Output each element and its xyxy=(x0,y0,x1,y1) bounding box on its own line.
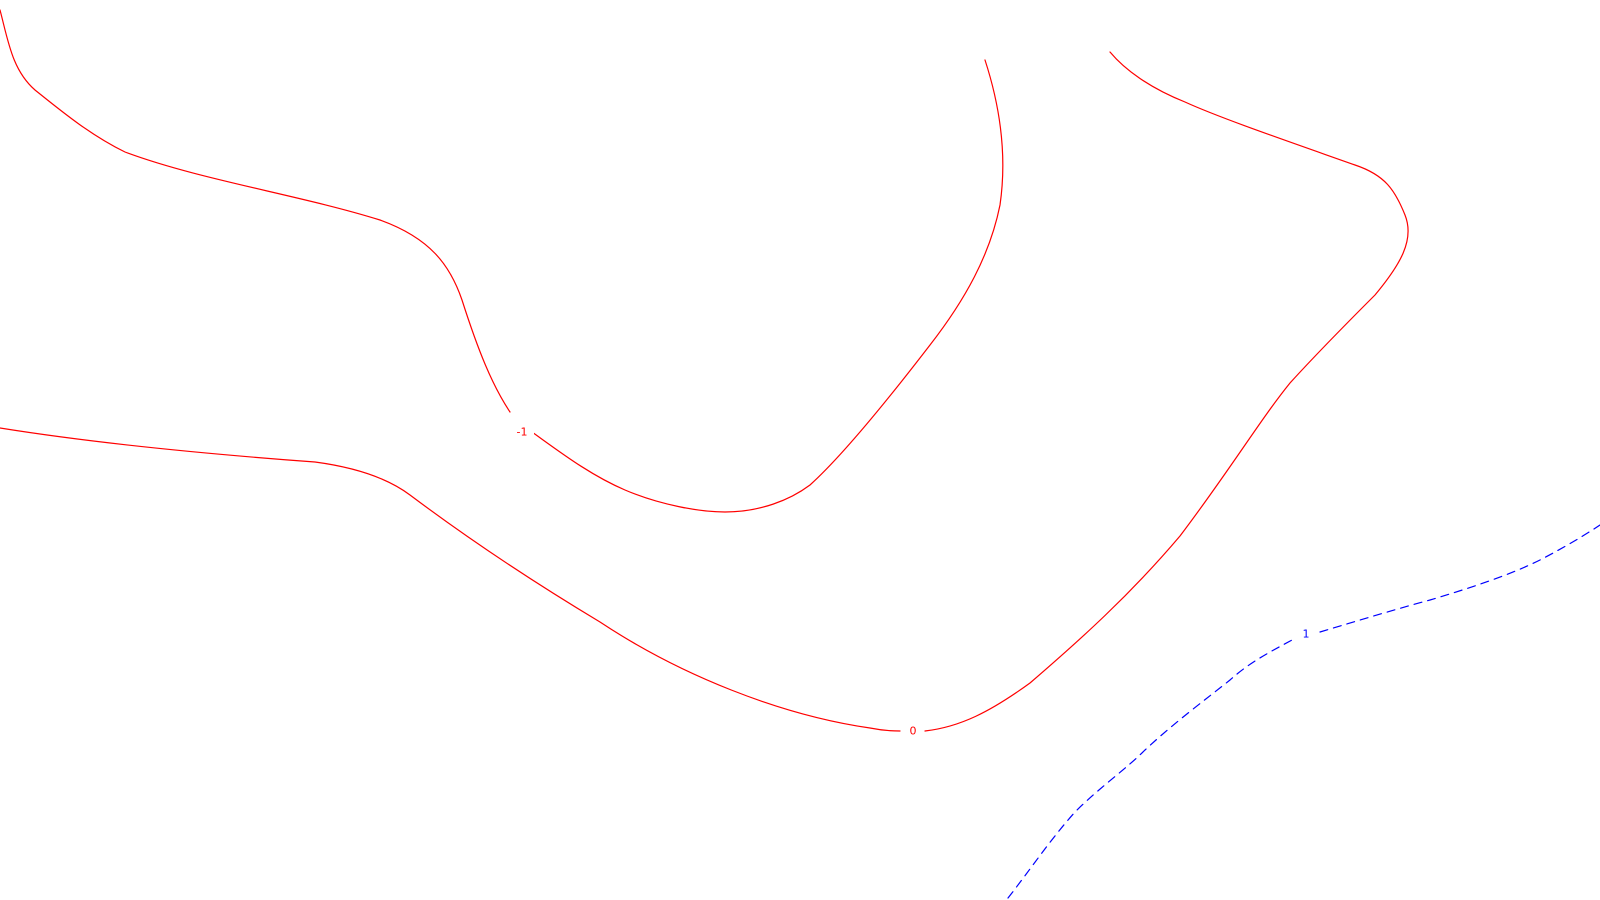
contour-label-1: 1 xyxy=(1295,627,1317,641)
contour-line-0 xyxy=(0,51,1409,732)
contour-label-text-1: 1 xyxy=(1303,628,1310,641)
contour-label-0: 0 xyxy=(903,724,923,738)
contour-line-minus1 xyxy=(0,9,1004,513)
contour-label-text-0: 0 xyxy=(910,725,917,738)
contour-label-text-minus1: -1 xyxy=(517,426,528,439)
contour-line-1 xyxy=(1007,524,1600,899)
contour-label-minus1: -1 xyxy=(512,424,534,439)
